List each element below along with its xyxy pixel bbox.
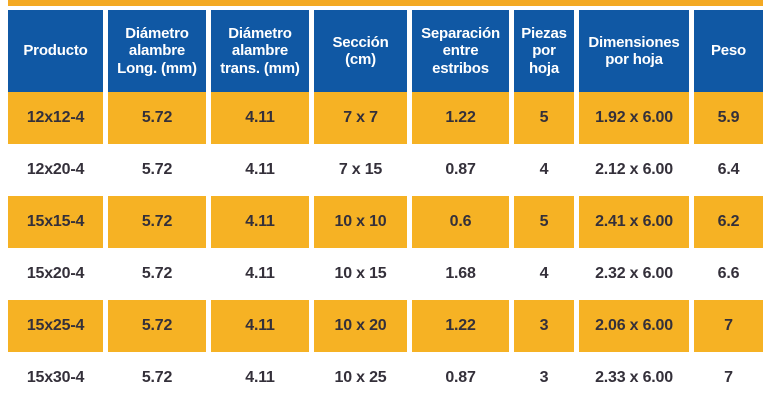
column-header-7: Peso — [694, 10, 763, 92]
table-cell: 0.87 — [412, 144, 509, 196]
product-cell: 15x30-4 — [8, 352, 103, 404]
product-cell: 12x20-4 — [8, 144, 103, 196]
table-cell: 4.11 — [211, 144, 309, 196]
table-cell: 4.11 — [211, 92, 309, 144]
product-cell: 15x25-4 — [8, 300, 103, 352]
column-header-3: Sección (cm) — [314, 10, 407, 92]
table-cell: 10 x 25 — [314, 352, 407, 404]
table-cell: 5.72 — [108, 300, 206, 352]
table-cell: 4.11 — [211, 196, 309, 248]
table-cell: 7 x 15 — [314, 144, 407, 196]
table-cell: 6.4 — [694, 144, 763, 196]
table-cell: 6.6 — [694, 248, 763, 300]
table-cell: 1.92 x 6.00 — [579, 92, 689, 144]
table-cell: 7 x 7 — [314, 92, 407, 144]
table-cell: 0.6 — [412, 196, 509, 248]
table-cell: 2.33 x 6.00 — [579, 352, 689, 404]
table-cell: 2.32 x 6.00 — [579, 248, 689, 300]
table-cell: 4 — [514, 144, 574, 196]
table-cell: 1.22 — [412, 300, 509, 352]
table-cell: 4.11 — [211, 248, 309, 300]
table-cell: 7 — [694, 352, 763, 404]
top-accent-bar — [8, 0, 763, 6]
table-cell: 10 x 10 — [314, 196, 407, 248]
table-cell: 5.72 — [108, 92, 206, 144]
table-cell: 5.72 — [108, 352, 206, 404]
table-cell: 6.2 — [694, 196, 763, 248]
table-cell: 2.06 x 6.00 — [579, 300, 689, 352]
table-cell: 5.72 — [108, 248, 206, 300]
table-cell: 1.68 — [412, 248, 509, 300]
column-header-1: Diámetro alambre Long. (mm) — [108, 10, 206, 92]
product-cell: 15x20-4 — [8, 248, 103, 300]
column-header-4: Separación entre estribos — [412, 10, 509, 92]
table-cell: 4 — [514, 248, 574, 300]
table-cell: 7 — [694, 300, 763, 352]
product-cell: 15x15-4 — [8, 196, 103, 248]
column-header-5: Piezas por hoja — [514, 10, 574, 92]
table-cell: 0.87 — [412, 352, 509, 404]
product-cell: 12x12-4 — [8, 92, 103, 144]
column-header-2: Diámetro alambre trans. (mm) — [211, 10, 309, 92]
table-cell: 5 — [514, 92, 574, 144]
table-cell: 3 — [514, 300, 574, 352]
table-cell: 5 — [514, 196, 574, 248]
table-cell: 4.11 — [211, 352, 309, 404]
table-cell: 1.22 — [412, 92, 509, 144]
table-cell: 10 x 15 — [314, 248, 407, 300]
table-cell: 10 x 20 — [314, 300, 407, 352]
product-spec-table: Producto Diámetro alambre Long. (mm) Diáme… — [8, 10, 763, 404]
table-cell: 2.41 x 6.00 — [579, 196, 689, 248]
table-cell: 5.9 — [694, 92, 763, 144]
table-cell: 5.72 — [108, 144, 206, 196]
table-cell: 2.12 x 6.00 — [579, 144, 689, 196]
table-cell: 3 — [514, 352, 574, 404]
table-cell: 5.72 — [108, 196, 206, 248]
table-cell: 4.11 — [211, 300, 309, 352]
column-header-6: Dimensiones por hoja — [579, 10, 689, 92]
column-header-0: Producto — [8, 10, 103, 92]
